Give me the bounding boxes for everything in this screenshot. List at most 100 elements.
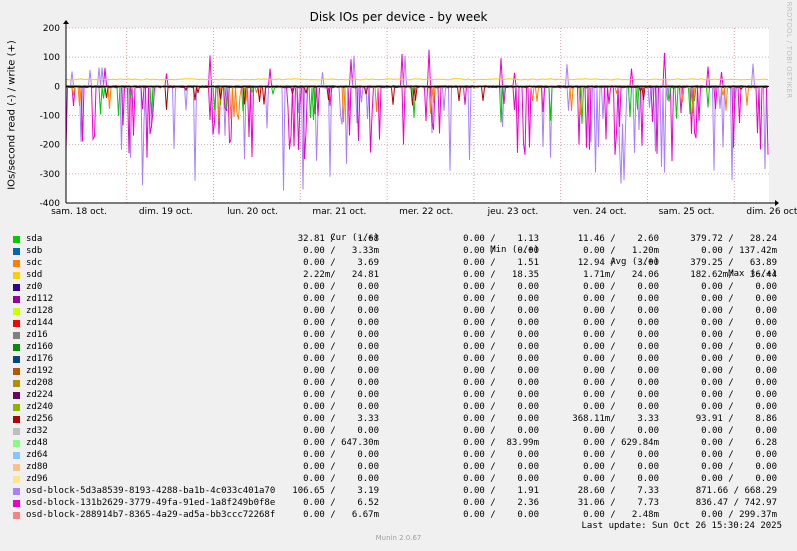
legend-max: 0.00 / 0.00 bbox=[701, 318, 777, 328]
legend-avg: 0.00 / 0.00 bbox=[583, 306, 659, 316]
y-tick-label: 0 bbox=[54, 82, 60, 92]
legend-avg: 0.00 / 0.00 bbox=[583, 342, 659, 352]
legend-cur: 0.00 / 0.00 bbox=[303, 378, 379, 388]
legend-swatch bbox=[13, 320, 20, 327]
legend-avg: 0.00 / 0.00 bbox=[583, 378, 659, 388]
legend-swatch bbox=[13, 464, 20, 471]
y-tick-label: -200 bbox=[40, 141, 61, 151]
legend-min: 0.00 / 1.13 bbox=[463, 234, 539, 244]
legend-min: 0.00 / 0.00 bbox=[463, 306, 539, 316]
legend-min: 0.00 / 0.00 bbox=[463, 402, 539, 412]
legend-name: zd144 bbox=[26, 318, 54, 328]
legend-swatch bbox=[13, 500, 20, 507]
legend-cur: 0.00 / 0.00 bbox=[303, 390, 379, 400]
legend-row: zd112 0.00 / 0.00 0.00 / 0.00 0.00 / 0.00 0.… bbox=[0, 293, 797, 305]
legend-name: zd0 bbox=[26, 282, 43, 292]
legend-avg: 0.00 / 0.00 bbox=[583, 402, 659, 412]
legend-swatch bbox=[13, 368, 20, 375]
legend-row: zd80 0.00 / 0.00 0.00 / 0.00 0.00 / 0.00 0.0… bbox=[0, 461, 797, 473]
legend-min: 0.00 / 1.91 bbox=[463, 486, 539, 496]
legend-header-avg: Avg (-/+) bbox=[610, 257, 659, 267]
legend-name: sdd bbox=[26, 270, 43, 280]
legend-name: zd16 bbox=[26, 330, 48, 340]
legend-max: 0.00 / 0.00 bbox=[701, 330, 777, 340]
legend-cur: 32.81 / 1.68 bbox=[297, 234, 379, 244]
legend-row: zd0 0.00 / 0.00 0.00 / 0.00 0.00 / 0.00 0.00… bbox=[0, 281, 797, 293]
legend-max: 379.25 / 63.89 bbox=[690, 258, 777, 268]
legend-row: zd16 0.00 / 0.00 0.00 / 0.00 0.00 / 0.00 0.0… bbox=[0, 329, 797, 341]
legend-row: sdc 0.00 / 3.69 0.00 / 1.51 12.94 / 3.00 379… bbox=[0, 257, 797, 269]
legend-row: zd160 0.00 / 0.00 0.00 / 0.00 0.00 / 0.00 0.… bbox=[0, 341, 797, 353]
legend-max: 836.47 / 742.97 bbox=[695, 498, 777, 508]
legend-cur: 0.00 / 3.33m bbox=[303, 246, 379, 256]
legend-header-min: Min (-/+) bbox=[490, 245, 539, 255]
chart-title: Disk IOs per device - by week bbox=[309, 10, 488, 24]
legend-avg: 0.00 / 0.00 bbox=[583, 330, 659, 340]
legend-avg: 0.00 / 0.00 bbox=[583, 354, 659, 364]
legend-name: zd224 bbox=[26, 390, 54, 400]
legend-max: 0.00 / 0.00 bbox=[701, 354, 777, 364]
legend-avg: 0.00 / 0.00 bbox=[583, 366, 659, 376]
x-tick-label: sam. 25 oct. bbox=[659, 207, 715, 217]
legend-row: zd224 0.00 / 0.00 0.00 / 0.00 0.00 / 0.00 0.… bbox=[0, 389, 797, 401]
legend-min: 0.00 / 0.00 bbox=[463, 510, 539, 520]
legend-name: osd-block-131b2629-3779-49fa-91ed-1a8f24… bbox=[26, 498, 276, 508]
x-tick-label: mer. 22 oct. bbox=[399, 207, 453, 217]
legend-max: 0.00 / 0.00 bbox=[701, 462, 777, 472]
legend-avg: 12.94 / 3.00 bbox=[577, 258, 659, 268]
legend-name: zd192 bbox=[26, 366, 54, 376]
legend-row: zd144 0.00 / 0.00 0.00 / 0.00 0.00 / 0.00 0.… bbox=[0, 317, 797, 329]
legend-min: 0.00 / 0.00 bbox=[463, 390, 539, 400]
y-tick-label: -400 bbox=[40, 199, 61, 209]
legend-name: zd256 bbox=[26, 414, 54, 424]
legend-max: 0.00 / 0.00 bbox=[701, 342, 777, 352]
legend-row: zd256 0.00 / 3.33 0.00 / 0.00 368.11m/ 3.33… bbox=[0, 413, 797, 425]
legend-cur: 0.00 / 0.00 bbox=[303, 306, 379, 316]
legend-row: osd-block-5d3a8539-8193-4288-ba1b-4c033c… bbox=[0, 485, 797, 497]
legend-min: 0.00 / 0.00 bbox=[463, 378, 539, 388]
legend-name: zd96 bbox=[26, 474, 48, 484]
legend-cur: 0.00 / 0.00 bbox=[303, 474, 379, 484]
x-tick-label: dim. 19 oct. bbox=[139, 207, 193, 217]
legend-swatch bbox=[13, 332, 20, 339]
legend-min: 0.00 / 0.00 bbox=[463, 318, 539, 328]
y-axis-arrow bbox=[63, 20, 69, 24]
legend-avg: 0.00 / 0.00 bbox=[583, 426, 659, 436]
legend-cur: 0.00 / 3.69 bbox=[303, 258, 379, 268]
legend-max: 0.00 / 0.00 bbox=[701, 402, 777, 412]
legend-name: zd128 bbox=[26, 306, 54, 316]
legend-max: 0.00 / 0.00 bbox=[701, 426, 777, 436]
legend-swatch bbox=[13, 308, 20, 315]
legend-max: 0.00 / 0.00 bbox=[701, 282, 777, 292]
legend-min: 0.00 / 1.51 bbox=[463, 258, 539, 268]
legend-avg: 368.11m/ 3.33 bbox=[572, 414, 659, 424]
legend-cur: 0.00 / 0.00 bbox=[303, 282, 379, 292]
legend-cur: 0.00 / 0.00 bbox=[303, 354, 379, 364]
legend-min: 0.00 / 0.00 bbox=[463, 246, 539, 256]
y-tick-label: -100 bbox=[40, 112, 61, 122]
legend-swatch bbox=[13, 260, 20, 267]
legend-cur: 0.00 / 6.67m bbox=[303, 510, 379, 520]
legend-name: sdc bbox=[26, 258, 43, 268]
legend-row: zd240 0.00 / 0.00 0.00 / 0.00 0.00 / 0.00 0.… bbox=[0, 401, 797, 413]
legend-row: osd-block-131b2629-3779-49fa-91ed-1a8f24… bbox=[0, 497, 797, 509]
legend-name: sdb bbox=[26, 246, 43, 256]
legend-row: zd64 0.00 / 0.00 0.00 / 0.00 0.00 / 0.00 0.0… bbox=[0, 449, 797, 461]
legend-avg: 1.71m/ 24.06 bbox=[583, 270, 659, 280]
legend-cur: 0.00 / 0.00 bbox=[303, 318, 379, 328]
legend-name: zd176 bbox=[26, 354, 54, 364]
y-tick-label: 200 bbox=[43, 24, 60, 34]
legend-name: osd-block-288914b7-8365-4a29-ad5a-bb3ccc… bbox=[26, 510, 276, 520]
legend-swatch bbox=[13, 428, 20, 435]
legend-min: 0.00 / 0.00 bbox=[463, 366, 539, 376]
x-tick-label: ven. 24 oct. bbox=[573, 207, 626, 217]
legend-name: zd208 bbox=[26, 378, 54, 388]
legend-cur: 0.00 / 6.52 bbox=[303, 498, 379, 508]
legend-swatch bbox=[13, 380, 20, 387]
legend-name: zd160 bbox=[26, 342, 54, 352]
legend-cur: 0.00 / 0.00 bbox=[303, 402, 379, 412]
legend-name: zd112 bbox=[26, 294, 54, 304]
legend-cur: 0.00 / 0.00 bbox=[303, 426, 379, 436]
legend-row: zd48 0.00 / 647.30m 0.00 / 83.99m 0.00 / 62… bbox=[0, 437, 797, 449]
